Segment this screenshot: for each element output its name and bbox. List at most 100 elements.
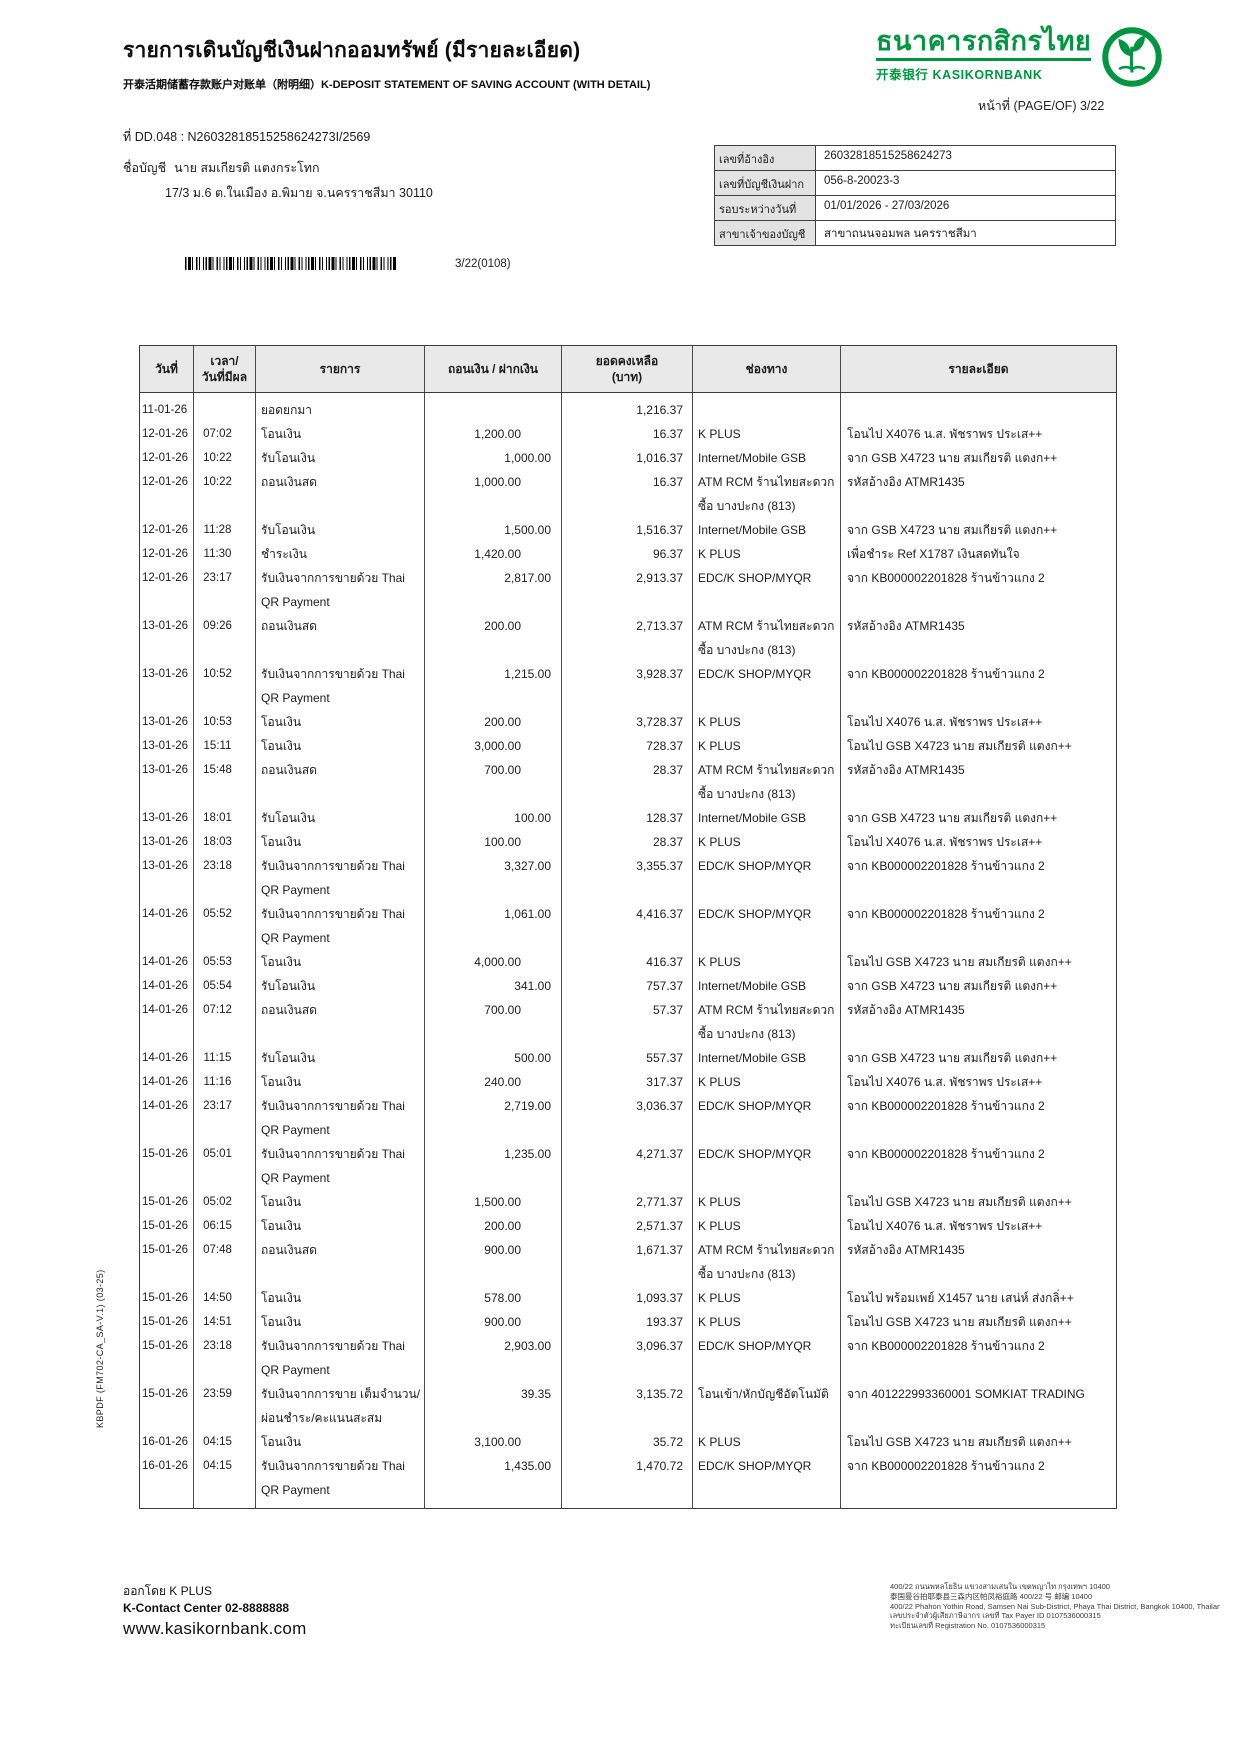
cell-description: โอนเงิน	[255, 1286, 424, 1310]
table-row: 15-01-26 05:02 โอนเงิน 1,500.00 2,771.37 K PL…	[140, 1190, 1116, 1214]
column-header-line: วันที่	[155, 362, 178, 376]
cell-description: ชำระเงิน	[255, 542, 424, 566]
withdrawal-amount: 700.00	[484, 1003, 521, 1017]
detail-line: โอนไป GSB X4723 นาย สมเกียรติ แตงก++	[847, 1195, 1072, 1209]
cell-channel: Internet/Mobile GSB	[692, 974, 840, 998]
detail-line: จาก KB000002201828 ร้านข้าวแกง 2	[847, 1459, 1045, 1473]
cell-channel: K PLUS	[692, 1430, 840, 1454]
channel-line: K PLUS	[698, 739, 741, 753]
detail-line: โอนไป GSB X4723 นาย สมเกียรติ แตงก++	[847, 1315, 1072, 1329]
cell-time: 05:53	[193, 950, 255, 974]
channel-line: EDC/K SHOP/MYQR	[698, 1099, 812, 1113]
channel-line: EDC/K SHOP/MYQR	[698, 571, 812, 585]
table-row: 12-01-26 10:22 รับโอนเงิน 1,000.00 1,016.37 I…	[140, 446, 1116, 470]
cell-balance: 3,135.72	[561, 1382, 692, 1430]
channel-line: ATM RCM ร้านไทยสะดวก	[698, 475, 835, 489]
cell-description: โอนเงิน	[255, 1310, 424, 1334]
cell-date: 14-01-26	[142, 980, 189, 992]
info-label: เลขที่อ้างอิง	[715, 146, 816, 170]
info-row: เลขที่บัญชีเงินฝาก 056-8-20023-3	[715, 170, 1115, 195]
cell-detail: รหัสอ้างอิง ATMR1435	[840, 614, 1116, 662]
cell-time: 18:03	[193, 830, 255, 854]
withdrawal-amount: 3,000.00	[474, 739, 521, 753]
cell-channel: K PLUS	[692, 1310, 840, 1334]
channel-line: Internet/Mobile GSB	[698, 1051, 807, 1065]
cell-description: ถอนเงินสด	[255, 614, 424, 662]
table-row: 13-01-26 23:18 รับเงินจากการขายด้วย Thai QR…	[140, 854, 1116, 902]
title-block: รายการเดินบัญชีเงินฝากออมทรัพย์ (มีรายละ…	[123, 34, 650, 92]
detail-line: โอนไป X4076 น.ส. พัชราพร ประเส++	[847, 1075, 1043, 1089]
description-line: ถอนเงินสด	[261, 763, 317, 777]
cell-balance: 4,416.37	[561, 902, 692, 950]
cell-balance: 96.37	[561, 542, 692, 566]
cell-date: 15-01-26	[142, 1388, 189, 1400]
description-line: QR Payment	[261, 883, 330, 897]
cell-time: 15:48	[193, 758, 255, 806]
cell-time: 14:50	[193, 1286, 255, 1310]
cell-description: รับเงินจากการขายด้วย Thai QR Payment	[255, 1094, 424, 1142]
table-header-row: วันที่ เวลา/วันที่มีผล รายการ ถอนเงิน / ฝาก…	[140, 346, 1116, 393]
description-line: รับเงินจากการขาย เต็มจำนวน/	[261, 1387, 421, 1401]
cell-balance: 3,096.37	[561, 1334, 692, 1382]
channel-line: K PLUS	[698, 1435, 741, 1449]
info-label: เลขที่บัญชีเงินฝาก	[715, 171, 816, 195]
detail-line: จาก KB000002201828 ร้านข้าวแกง 2	[847, 1147, 1045, 1161]
cell-date: 15-01-26	[142, 1292, 189, 1304]
cell-time: 11:28	[193, 518, 255, 542]
description-line: ผ่อนชำระ/คะแนนสะสม	[261, 1411, 383, 1425]
cell-balance: 1,470.72	[561, 1454, 692, 1508]
withdrawal-amount: 240.00	[484, 1075, 521, 1089]
cell-amount: 200.00	[424, 614, 561, 662]
cell-date: 13-01-26	[142, 620, 189, 632]
cell-balance: 1,671.37	[561, 1238, 692, 1286]
barcode	[185, 257, 397, 270]
detail-line: จาก KB000002201828 ร้านข้าวแกง 2	[847, 907, 1045, 921]
cell-detail: รหัสอ้างอิง ATMR1435	[840, 758, 1116, 806]
contact-center: K-Contact Center 02-8888888	[123, 1601, 290, 1615]
table-row: 12-01-26 11:28 รับโอนเงิน 1,500.00 1,516.37 I…	[140, 518, 1116, 542]
detail-line: รหัสอ้างอิง ATMR1435	[847, 763, 965, 777]
cell-time: 11:15	[193, 1046, 255, 1070]
cell-detail: จาก KB000002201828 ร้านข้าวแกง 2	[840, 662, 1116, 710]
column-header: เวลา/วันที่มีผล	[193, 346, 255, 392]
cell-channel: Internet/Mobile GSB	[692, 806, 840, 830]
deposit-amount: 2,719.00	[504, 1099, 551, 1113]
cell-amount: 1,200.00	[424, 422, 561, 446]
cell-description: ถอนเงินสด	[255, 1238, 424, 1286]
cell-time: 10:22	[193, 446, 255, 470]
cell-detail: จาก 401222993360001 SOMKIAT TRADING	[840, 1382, 1116, 1430]
cell-channel: K PLUS	[692, 734, 840, 758]
cell-channel: K PLUS	[692, 1070, 840, 1094]
withdrawal-amount: 700.00	[484, 763, 521, 777]
detail-line: เพื่อชำระ Ref X1787 เงินสดทันใจ	[847, 547, 1020, 561]
deposit-amount: 100.00	[514, 811, 551, 825]
channel-line: ซื้อ บางปะกง (813)	[698, 1267, 796, 1281]
detail-line: จาก GSB X4723 นาย สมเกียรติ แตงก++	[847, 523, 1058, 537]
table-row: 14-01-26 05:53 โอนเงิน 4,000.00 416.37 K PLUS…	[140, 950, 1116, 974]
cell-time	[193, 393, 255, 422]
table-row: 13-01-26 18:03 โอนเงิน 100.00 28.37 K PLUS โอน…	[140, 830, 1116, 854]
withdrawal-amount: 578.00	[484, 1291, 521, 1305]
cell-detail: โอนไป GSB X4723 นาย สมเกียรติ แตงก++	[840, 950, 1116, 974]
cell-balance: 28.37	[561, 758, 692, 806]
column-header-line: เวลา/	[210, 354, 239, 368]
cell-channel: Internet/Mobile GSB	[692, 518, 840, 542]
cell-description: รับเงินจากการขายด้วย Thai QR Payment	[255, 902, 424, 950]
address-line: 泰国曼谷拍耶泰县三森内区帕凤裕庭路 400/22 号 邮编 10400	[890, 1591, 1093, 1601]
deposit-amount: 3,327.00	[504, 859, 551, 873]
cell-description: โอนเงิน	[255, 734, 424, 758]
cell-time: 15:11	[193, 734, 255, 758]
form-code-vertical: KBPDF (FM702-CA_SA-V.1) (03-25)	[95, 1269, 105, 1428]
deposit-amount: 341.00	[514, 979, 551, 993]
cell-date: 13-01-26	[142, 836, 189, 848]
channel-line: ซื้อ บางปะกง (813)	[698, 1027, 796, 1041]
info-value: 01/01/2026 - 27/03/2026	[824, 200, 950, 212]
page-number: หน้าที่ (PAGE/OF) 3/22	[978, 99, 1105, 113]
detail-line: โอนไป X4076 น.ส. พัชราพร ประเส++	[847, 715, 1043, 729]
cell-time: 23:17	[193, 1094, 255, 1142]
cell-date: 15-01-26	[142, 1220, 189, 1232]
detail-line: จาก GSB X4723 นาย สมเกียรติ แตงก++	[847, 451, 1058, 465]
barcode-row: 3/22(0108)	[185, 257, 511, 273]
cell-description: รับเงินจากการขายด้วย Thai QR Payment	[255, 662, 424, 710]
description-line: รับเงินจากการขายด้วย Thai	[261, 1339, 405, 1353]
